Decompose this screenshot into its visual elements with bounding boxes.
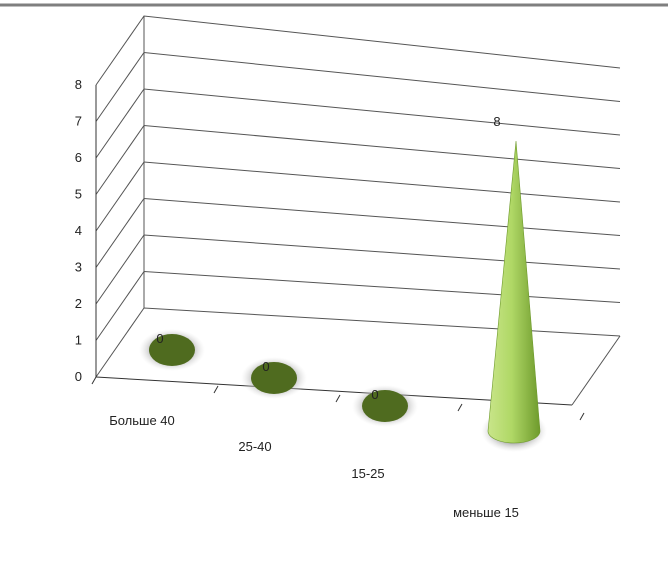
y-tick-label: 5 bbox=[75, 187, 82, 202]
x-tick-mark bbox=[213, 385, 219, 394]
y-tick-label: 0 bbox=[75, 369, 82, 384]
series-marks bbox=[139, 140, 547, 452]
cone-body bbox=[487, 140, 541, 444]
data-label: 0 bbox=[262, 359, 269, 374]
gridline bbox=[95, 88, 621, 159]
gridline bbox=[95, 161, 621, 232]
x-tick-mark bbox=[335, 394, 341, 403]
x-tick-mark bbox=[91, 376, 97, 385]
data-label: 0 bbox=[156, 331, 163, 346]
cone-base bbox=[362, 390, 408, 422]
category-label: меньше 15 bbox=[453, 505, 519, 520]
x-tick-mark bbox=[579, 412, 585, 421]
y-tick-label: 8 bbox=[75, 77, 82, 92]
cone-base bbox=[251, 362, 297, 394]
y-axis-ticks: 0 1 2 3 4 5 6 7 8 bbox=[75, 77, 82, 384]
cone-mark bbox=[139, 329, 205, 371]
category-label: 15-25 bbox=[351, 466, 384, 481]
y-tick-label: 3 bbox=[75, 260, 82, 275]
cone-mark bbox=[241, 357, 307, 399]
y-tick-label: 7 bbox=[75, 114, 82, 129]
gridline bbox=[95, 234, 621, 305]
data-labels: 0 0 0 8 bbox=[156, 114, 500, 402]
category-label: 25-40 bbox=[238, 439, 271, 454]
data-label: 8 bbox=[493, 114, 500, 129]
cone-base bbox=[149, 334, 195, 366]
data-label: 0 bbox=[371, 387, 378, 402]
gridline bbox=[95, 124, 621, 195]
gridline bbox=[95, 197, 621, 268]
y-tick-label: 4 bbox=[75, 223, 82, 238]
x-tick-mark bbox=[457, 403, 463, 412]
floor-right-edge bbox=[571, 335, 621, 406]
y-tick-label: 1 bbox=[75, 333, 82, 348]
y-tick-label: 6 bbox=[75, 150, 82, 165]
gridlines bbox=[95, 15, 621, 378]
cone-mark bbox=[352, 385, 418, 427]
category-label: Больше 40 bbox=[109, 413, 175, 428]
cone-mark bbox=[481, 140, 547, 452]
x-axis-categories: Больше 40 25-40 15-25 меньше 15 bbox=[109, 413, 519, 520]
gridline bbox=[95, 51, 621, 122]
y-tick-label: 2 bbox=[75, 296, 82, 311]
